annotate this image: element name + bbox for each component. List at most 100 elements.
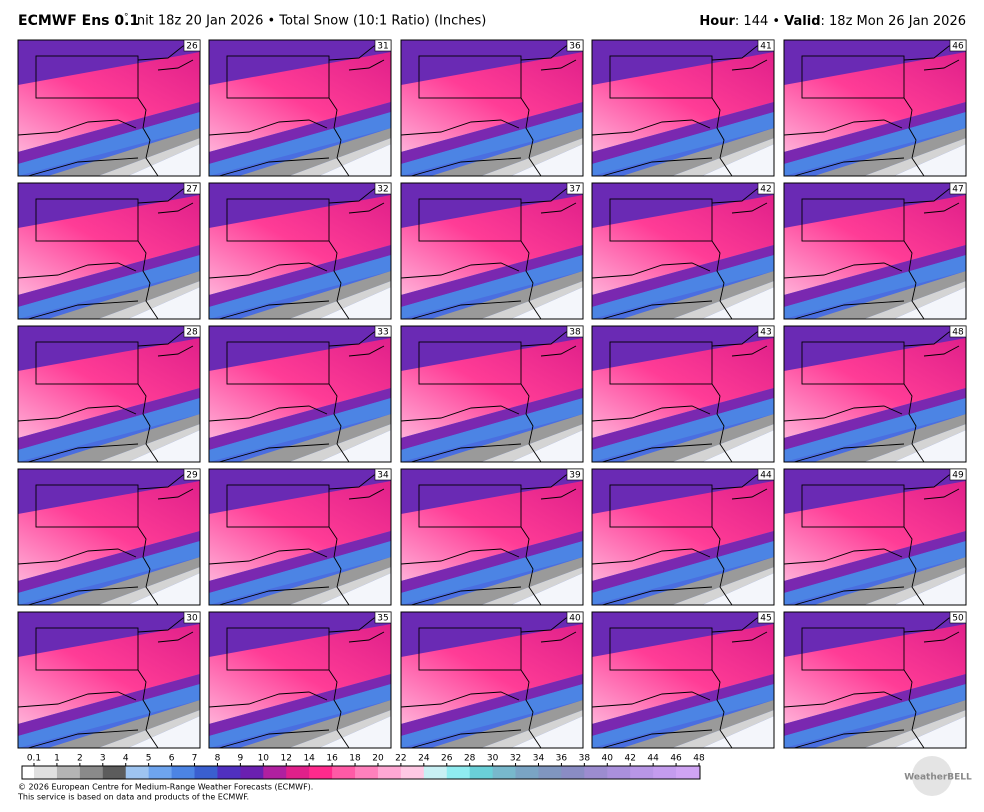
colorbar: 0.1 1 2 3 4 5 6 7 8 9 10 12 14 16 18 20 22 24 26 28 30 32 34 36…: [21, 754, 705, 780]
colorbar-segment: [492, 766, 517, 779]
colorbar-segment: [263, 766, 287, 779]
member-box: [949, 611, 967, 624]
snow-map: [18, 612, 200, 748]
colorbar-segment: [309, 766, 333, 779]
member-box: [374, 611, 392, 624]
member-box: [757, 182, 775, 195]
panel-border: [208, 182, 392, 320]
map-panel: 29: [17, 468, 201, 606]
member-box: [183, 182, 201, 195]
colorbar-segment: [538, 766, 562, 779]
member-box: [566, 39, 584, 52]
colorbar-label: 8: [215, 754, 221, 764]
colorbar-label: 4: [123, 754, 129, 764]
colorbar-label: 20: [372, 754, 384, 764]
subtitle: Init 18z 20 Jan 2026 • Total Snow (10:1 …: [133, 14, 486, 29]
map-panel: 48: [783, 325, 967, 463]
map-panel: 34: [208, 468, 392, 606]
map-panel: 42: [591, 182, 775, 320]
map-panel: 39: [400, 468, 584, 606]
panel-border: [17, 39, 201, 177]
member-box: [949, 325, 967, 338]
member-box: [566, 468, 584, 481]
colorbar-label: 2: [77, 754, 83, 764]
map-panel: 49: [783, 468, 967, 606]
colorbar-segment: [400, 766, 425, 779]
colorbar-segment: [630, 766, 654, 779]
panel-border: [17, 325, 201, 463]
colorbar-label: 24: [418, 754, 430, 764]
valid-label: Valid: [784, 14, 820, 29]
panel-border: [17, 468, 201, 606]
map-panel: 36: [400, 39, 584, 177]
member-label: 46: [952, 42, 964, 52]
snow-map: [209, 326, 391, 462]
colorbar-label: 18: [349, 754, 361, 764]
colorbar-label: 0.1: [27, 754, 41, 764]
colorbar-segment: [286, 766, 310, 779]
member-label: 39: [569, 471, 581, 481]
colorbar-segment: [469, 766, 494, 779]
member-label: 38: [569, 328, 581, 338]
colorbar-segment: [34, 766, 58, 779]
snow-map: [18, 469, 200, 605]
snow-map: [592, 40, 774, 176]
snow-map: [209, 40, 391, 176]
member-box: [183, 468, 201, 481]
colorbar-segment: [79, 766, 104, 779]
panel-border: [400, 468, 584, 606]
panel-border: [400, 325, 584, 463]
colorbar-label: 6: [169, 754, 175, 764]
panel-border: [208, 39, 392, 177]
snow-map: [784, 326, 966, 462]
member-label: 47: [952, 185, 963, 195]
snow-map: [401, 612, 583, 748]
snow-map: [209, 183, 391, 319]
panel-border: [208, 611, 392, 749]
hour-value: : 144 •: [735, 14, 784, 29]
snow-map: [784, 183, 966, 319]
member-label: 42: [760, 185, 771, 195]
colorbar-segment: [584, 766, 608, 779]
colorbar-label: 30: [487, 754, 499, 764]
panel-border: [400, 611, 584, 749]
colorbar-label: 9: [238, 754, 244, 764]
colorbar-segment: [102, 766, 127, 779]
colorbar-segment: [240, 766, 264, 779]
colorbar-label: 1: [54, 754, 60, 764]
colorbar-segment: [377, 766, 402, 779]
colorbar-label: 22: [395, 754, 406, 764]
map-panel: 33: [208, 325, 392, 463]
panel-border: [783, 468, 967, 606]
member-label: 48: [952, 328, 964, 338]
colorbar-label: 48: [693, 754, 705, 764]
panel-border: [400, 182, 584, 320]
member-label: 34: [377, 471, 389, 481]
panel-border: [783, 182, 967, 320]
member-box: [374, 182, 392, 195]
colorbar-lead: [22, 766, 34, 779]
colorbar-label: 32: [510, 754, 521, 764]
snow-map: [592, 326, 774, 462]
colorbar-label: 12: [281, 754, 292, 764]
map-panel: 31: [208, 39, 392, 177]
panel-border: [783, 39, 967, 177]
member-box: [374, 39, 392, 52]
colorbar-label: 40: [602, 754, 614, 764]
member-label: 37: [569, 185, 580, 195]
colorbar-segment: [332, 766, 356, 779]
snow-map: [784, 469, 966, 605]
panel-border: [783, 611, 967, 749]
colorbar-label: 44: [647, 754, 659, 764]
member-box: [757, 468, 775, 481]
snow-map: [592, 469, 774, 605]
map-panel: 41: [591, 39, 775, 177]
colorbar-frame: [21, 765, 701, 780]
member-box: [757, 325, 775, 338]
member-label: 33: [377, 328, 388, 338]
member-label: 45: [760, 614, 771, 624]
snow-map: [784, 40, 966, 176]
model-name: ECMWF Ens 0.1: [18, 13, 139, 29]
map-panel: 47: [783, 182, 967, 320]
